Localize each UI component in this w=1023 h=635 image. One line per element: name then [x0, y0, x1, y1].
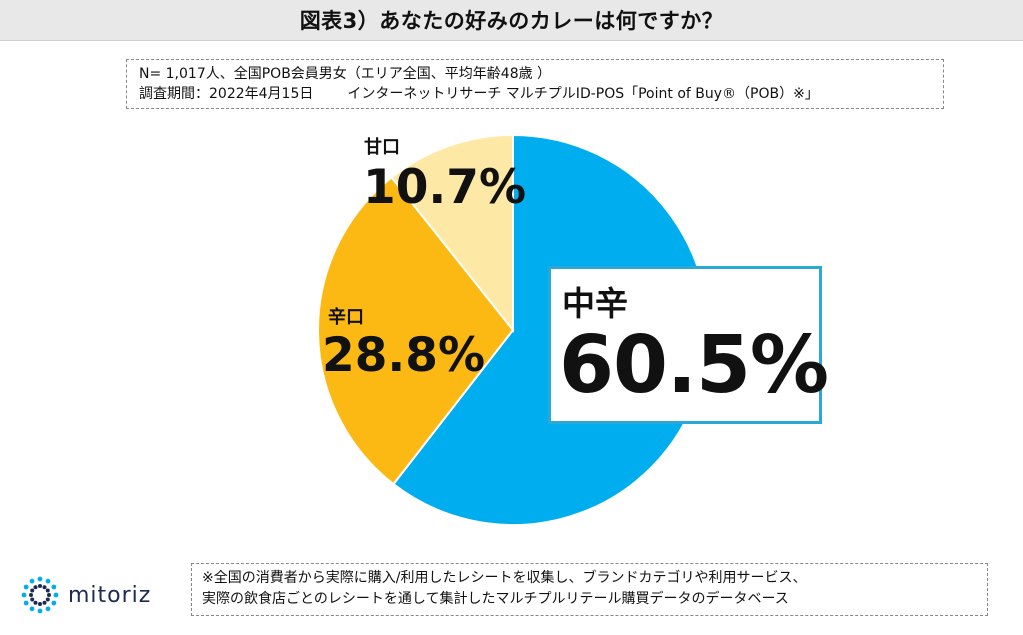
- logo-dot: [42, 585, 47, 590]
- logo-dot: [38, 602, 42, 606]
- pie-slice-1: [317, 176, 515, 486]
- logo-dot: [45, 597, 50, 602]
- logo-dot: [53, 592, 59, 598]
- slice-value-amakuchi: 10.7%: [363, 160, 527, 215]
- logo-dot: [38, 584, 42, 588]
- slice-value-chukara: 60.5%: [559, 319, 829, 411]
- slice-label-chukara: 中辛: [562, 284, 628, 323]
- survey-method: インターネットリサーチ マルチプルID-POS「Point of Buy®（PO…: [347, 86, 819, 102]
- footnote: ※全国の消費者から実際に購入/利用したレシートを収集し、ブランドカテゴリや利用サ…: [191, 563, 988, 616]
- survey-period: 調査期間：2022年4月15日: [139, 86, 314, 102]
- mitoriz-logo: mitoriz: [20, 575, 151, 615]
- mitoriz-logo-icon: [21, 576, 59, 614]
- logo-dot: [37, 608, 43, 614]
- slice-label-amakuchi: 甘口: [364, 137, 400, 158]
- logo-dot: [30, 588, 35, 593]
- logo-dot: [29, 578, 35, 584]
- chart-title: 図表3）あなたの好みのカレーは何ですか？: [299, 9, 724, 33]
- footnote-line1: ※全国の消費者から実際に購入/利用したレシートを収集し、ブランドカテゴリや利用サ…: [202, 570, 807, 586]
- logo-dot: [29, 606, 35, 612]
- logo-dot: [45, 578, 51, 584]
- slice-value-karakuchi: 28.8%: [322, 328, 486, 383]
- survey-note-line2: 調査期間：2022年4月15日 インターネットリサーチ マルチプルID-POS「…: [139, 84, 931, 104]
- logo-dot: [47, 593, 51, 597]
- chukara-label-box: 中辛 60.5%: [548, 266, 829, 424]
- logo-dot: [45, 588, 50, 593]
- logo-dot: [29, 593, 33, 597]
- logo-dot: [23, 600, 29, 606]
- survey-note-line1: N= 1,017人、全国POB会員男女（エリア全国、平均年齢48歳 ）: [139, 66, 552, 82]
- logo-dot: [37, 576, 43, 582]
- pie-slice-2: [390, 133, 514, 333]
- logo-dot: [51, 600, 57, 606]
- mitoriz-logo-text: mitoriz: [68, 582, 152, 608]
- logo-dot: [45, 606, 51, 612]
- title-bar: 図表3）あなたの好みのカレーは何ですか？: [0, 0, 1023, 41]
- logo-dot: [51, 584, 57, 590]
- logo-dot: [30, 597, 35, 602]
- logo-dot: [33, 585, 38, 590]
- logo-dot: [33, 600, 38, 605]
- logo-dot: [21, 592, 27, 598]
- footnote-line2: 実際の飲食店ごとのレシートを通して集計したマルチプルリテール購買データのデータベ…: [202, 591, 789, 607]
- slice-label-karakuchi: 辛口: [328, 307, 364, 328]
- logo-dot: [23, 584, 29, 590]
- logo-dot: [42, 600, 47, 605]
- survey-note: N= 1,017人、全国POB会員男女（エリア全国、平均年齢48歳 ） 調査期間…: [126, 59, 944, 109]
